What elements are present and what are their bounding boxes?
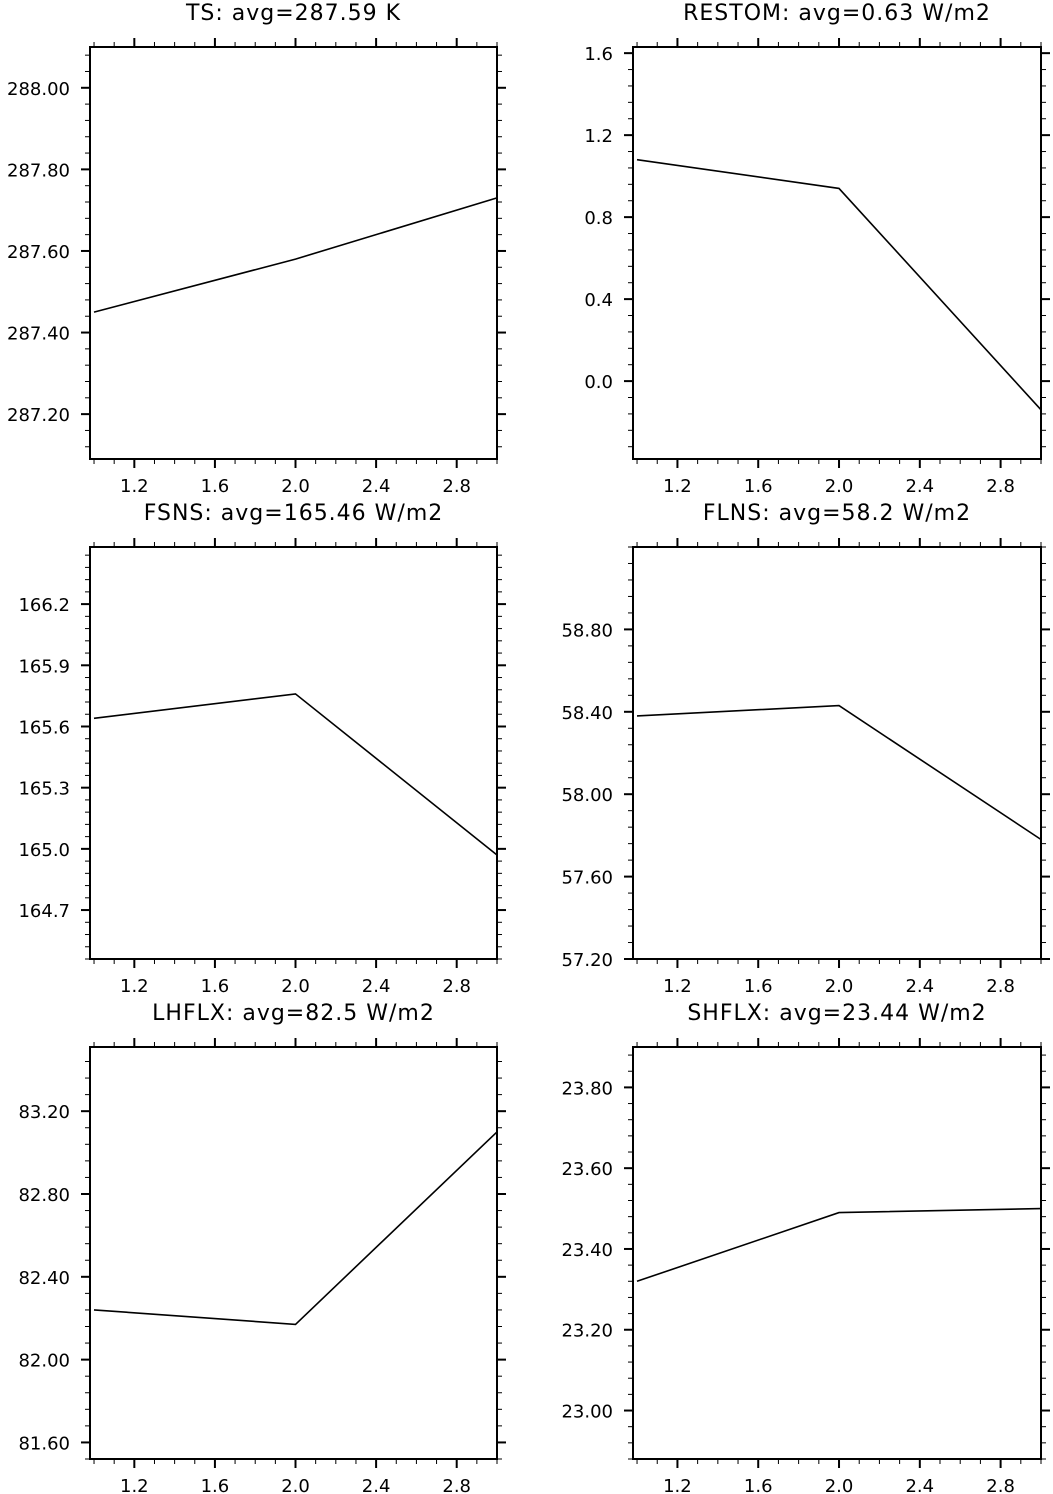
y-tick-label: 82.80 xyxy=(18,1185,70,1206)
y-tick-label: 83.20 xyxy=(18,1102,70,1123)
x-tick-label: 1.2 xyxy=(663,476,692,497)
y-tick-label: 1.2 xyxy=(584,126,613,147)
y-tick-label: 165.9 xyxy=(18,656,70,677)
x-tick-label: 2.8 xyxy=(442,976,471,997)
y-tick-label: 0.8 xyxy=(584,208,613,229)
x-tick-label: 2.4 xyxy=(905,476,934,497)
plot-frame xyxy=(89,46,498,460)
x-tick-label: 2.4 xyxy=(362,476,391,497)
y-tick-label: 57.20 xyxy=(561,950,613,971)
y-tick-label: 1.6 xyxy=(584,44,613,65)
x-tick-label: 1.2 xyxy=(120,1476,149,1494)
series-line xyxy=(93,693,498,856)
plot-frame xyxy=(89,1046,498,1460)
y-tick-label: 288.00 xyxy=(7,79,70,100)
series-line xyxy=(636,158,1042,411)
chart-panel-6: SHFLX: avg=23.44 W/m2 1.2 1.6 2.0 2.4 2.8 23.0… xyxy=(561,1001,1050,1494)
x-tick-label: 1.2 xyxy=(663,1476,692,1494)
y-tick-label: 287.60 xyxy=(7,242,70,263)
x-tick-label: 2.8 xyxy=(986,976,1015,997)
y-tick-label: 81.60 xyxy=(18,1433,70,1454)
x-tick-label: 2.0 xyxy=(281,1476,310,1494)
x-tick-label: 2.4 xyxy=(905,1476,934,1494)
y-tick-label: 82.40 xyxy=(18,1268,70,1289)
y-tick-label: 58.80 xyxy=(561,620,613,641)
x-tick-label: 2.0 xyxy=(281,976,310,997)
y-tick-label: 287.80 xyxy=(7,160,70,181)
series-line xyxy=(636,704,1042,841)
chart-title: FLNS: avg=58.2 W/m2 xyxy=(703,501,971,526)
y-tick-label: 166.2 xyxy=(18,595,70,616)
y-tick-label: 164.7 xyxy=(18,901,70,922)
plot-frame xyxy=(89,546,498,960)
chart-panel-1: TS: avg=287.59 K 1.2 1.6 2.0 2.4 2.8 287.20 287… xyxy=(7,1,506,497)
x-tick-label: 2.4 xyxy=(362,1476,391,1494)
x-tick-label: 2.8 xyxy=(442,1476,471,1494)
y-tick-label: 23.40 xyxy=(561,1240,613,1261)
series-line xyxy=(93,197,498,313)
x-tick-label: 1.2 xyxy=(120,976,149,997)
x-tick-label: 1.2 xyxy=(120,476,149,497)
y-tick-label: 23.20 xyxy=(561,1321,613,1342)
y-tick-label: 165.0 xyxy=(18,840,70,861)
series-line xyxy=(93,1131,498,1326)
y-tick-label: 287.20 xyxy=(7,405,70,426)
x-tick-label: 2.4 xyxy=(362,976,391,997)
x-tick-label: 2.0 xyxy=(825,1476,854,1494)
x-tick-label: 1.6 xyxy=(201,476,230,497)
plot-frame xyxy=(632,46,1042,460)
y-tick-label: 57.60 xyxy=(561,868,613,889)
y-tick-label: 165.6 xyxy=(18,717,70,738)
x-tick-label: 1.6 xyxy=(744,1476,773,1494)
plot-frame xyxy=(632,546,1042,960)
y-tick-label: 287.40 xyxy=(7,324,70,345)
series-line xyxy=(636,1207,1042,1283)
chart-title: SHFLX: avg=23.44 W/m2 xyxy=(687,1001,986,1026)
x-tick-label: 2.8 xyxy=(442,476,471,497)
x-tick-label: 2.0 xyxy=(825,976,854,997)
y-tick-label: 58.00 xyxy=(561,785,613,806)
y-tick-label: 0.0 xyxy=(584,372,613,393)
x-tick-label: 2.0 xyxy=(825,476,854,497)
chart-title: LHFLX: avg=82.5 W/m2 xyxy=(152,1001,435,1026)
x-tick-label: 1.2 xyxy=(663,976,692,997)
chart-panel-2: RESTOM: avg=0.63 W/m2 1.2 1.6 2.0 2.4 2.8 0.0 0… xyxy=(584,1,1050,497)
x-tick-label: 1.6 xyxy=(744,476,773,497)
y-tick-label: 0.4 xyxy=(584,290,613,311)
x-tick-label: 1.6 xyxy=(201,976,230,997)
x-tick-label: 1.6 xyxy=(201,1476,230,1494)
x-tick-label: 2.4 xyxy=(905,976,934,997)
y-tick-label: 23.80 xyxy=(561,1078,613,1099)
chart-title: TS: avg=287.59 K xyxy=(185,1,401,26)
chart-panel-3: FSNS: avg=165.46 W/m2 1.2 1.6 2.0 2.4 2.8 164.… xyxy=(18,501,506,997)
plot-frame xyxy=(632,1046,1042,1460)
x-tick-label: 2.8 xyxy=(986,476,1015,497)
x-tick-label: 2.8 xyxy=(986,1476,1015,1494)
y-tick-label: 82.00 xyxy=(18,1351,70,1372)
chart-title: RESTOM: avg=0.63 W/m2 xyxy=(683,1,991,26)
y-tick-label: 23.00 xyxy=(561,1402,613,1423)
chart-title: FSNS: avg=165.46 W/m2 xyxy=(144,501,444,526)
y-tick-label: 165.3 xyxy=(18,779,70,800)
y-tick-label: 23.60 xyxy=(561,1159,613,1180)
chart-panel-4: FLNS: avg=58.2 W/m2 1.2 1.6 2.0 2.4 2.8 57.20 5… xyxy=(561,501,1050,997)
x-tick-label: 1.6 xyxy=(744,976,773,997)
x-tick-label: 2.0 xyxy=(281,476,310,497)
y-tick-label: 58.40 xyxy=(561,703,613,724)
chart-panel-5: LHFLX: avg=82.5 W/m2 1.2 1.6 2.0 2.4 2.8 81.60… xyxy=(18,1001,506,1494)
